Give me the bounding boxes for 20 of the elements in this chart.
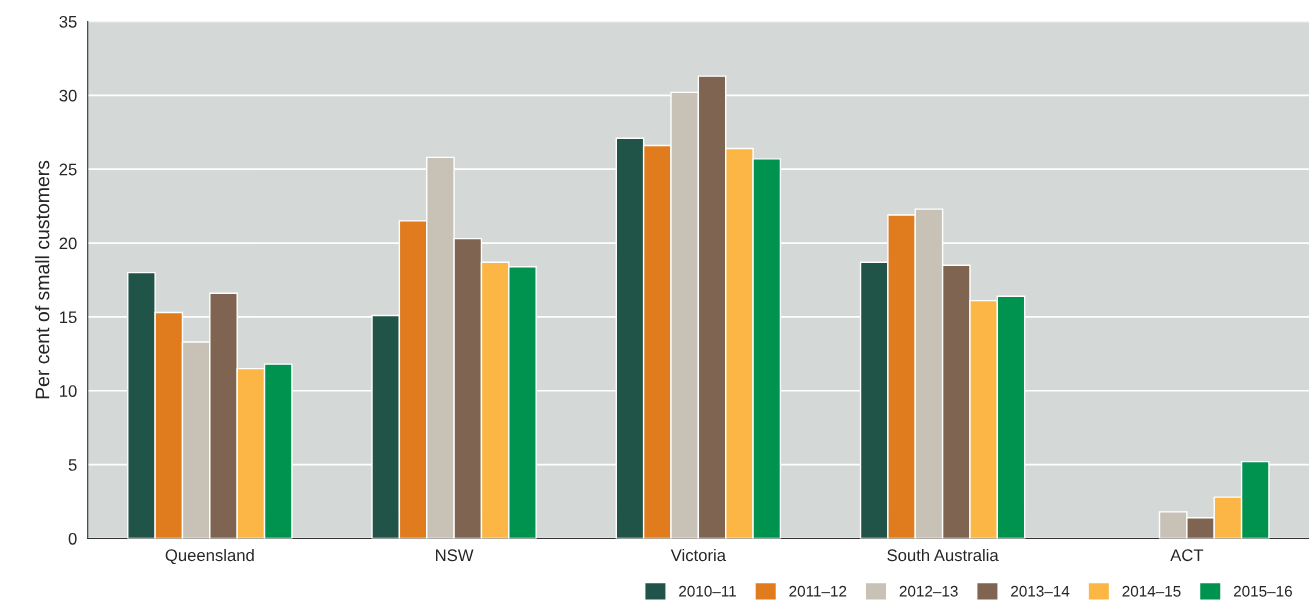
legend-label: 2013–14 [1011,585,1070,597]
x-tick-label: Victoria [670,548,726,562]
y-tick-label: 10 [60,385,77,397]
x-tick-label: ACT [1170,549,1204,562]
legend-label: 2014–15 [1122,585,1181,597]
y-tick-label: 35 [59,15,77,28]
y-axis-title: Per cent of small customers [35,160,50,399]
x-tick-label: Queensland [165,548,254,565]
y-tick-label: 20 [59,237,77,250]
y-tick-label: 5 [68,459,77,471]
y-tick-label: 0 [68,532,77,545]
y-tick-label: 15 [60,311,77,324]
legend-label: 2015–16 [1233,585,1292,597]
legend-label: 2012–13 [899,585,958,597]
y-tick-label: 25 [59,163,77,176]
y-tick-label: 30 [59,89,77,102]
x-tick-label: South Australia [887,548,999,562]
legend-label: 2010–11 [679,585,736,597]
legend-label: 2011–12 [789,585,847,597]
x-tick-label: NSW [436,549,474,562]
